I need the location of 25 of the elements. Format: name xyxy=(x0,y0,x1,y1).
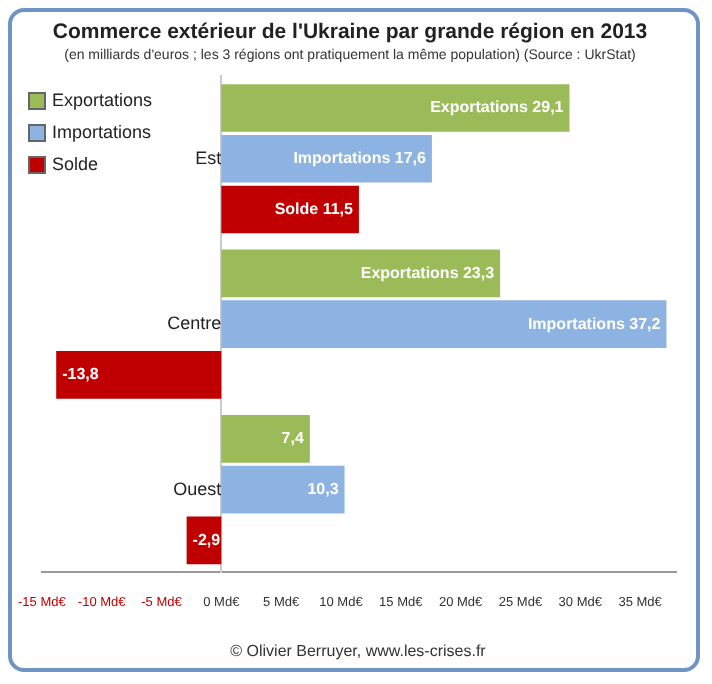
y-tick-label: Est xyxy=(195,147,223,168)
bar xyxy=(221,185,359,234)
bar xyxy=(56,351,222,399)
chart-title: Commerce extérieur de l'Ukraine par grande région en 2013 xyxy=(52,20,648,45)
bar xyxy=(221,300,667,349)
bar xyxy=(221,249,501,298)
legend-label: Importations xyxy=(50,120,153,146)
data-label: 10,3 xyxy=(307,480,340,499)
data-label: 7,4 xyxy=(281,429,305,448)
data-label: -13,8 xyxy=(62,365,100,384)
data-label: Importations 17,6 xyxy=(293,149,427,168)
text: © Olivier Berruyer, www.les-crises.fr xyxy=(228,642,488,660)
legend-label: Exportations xyxy=(50,88,153,114)
data-label: -2,9 xyxy=(192,530,222,549)
bar xyxy=(221,465,345,514)
bar xyxy=(221,84,570,132)
data-label: Exportations 29,1 xyxy=(430,98,565,117)
y-tick-label: Ouest xyxy=(173,478,223,499)
data-label: Exportations 23,3 xyxy=(360,263,496,282)
y-tick-label: Centre xyxy=(167,313,222,334)
data-label: Solde 11,5 xyxy=(274,199,355,218)
bar xyxy=(221,134,432,183)
bar xyxy=(221,415,310,463)
data-label: Importations 37,2 xyxy=(527,314,662,333)
legend-label: Solde xyxy=(50,152,101,178)
